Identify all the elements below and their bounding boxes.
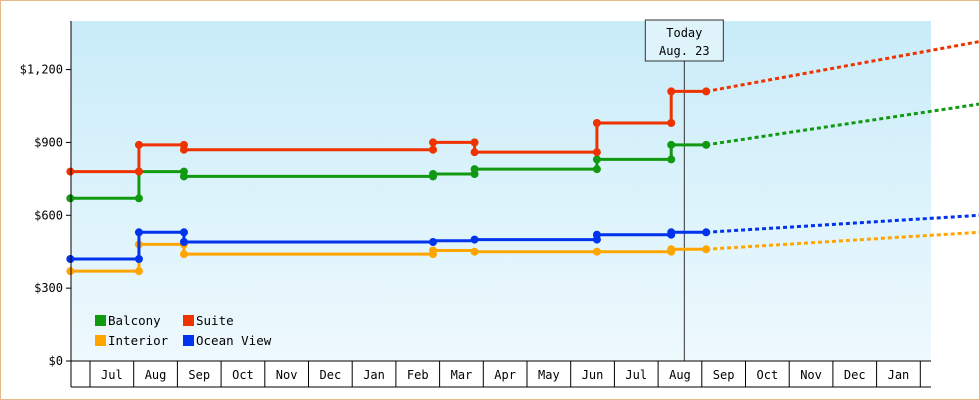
month-label: Jun <box>582 368 604 382</box>
data-point-interior <box>702 245 711 254</box>
data-point-suite <box>429 145 438 154</box>
data-point-interior <box>470 247 479 256</box>
data-point-interior <box>592 247 601 256</box>
series-ocean-view <box>66 213 979 263</box>
data-point-ocean-view <box>66 255 75 263</box>
y-tick-label: $1,200 <box>20 63 63 77</box>
data-point-balcony <box>702 140 711 149</box>
data-point-ocean-view <box>134 255 143 263</box>
legend-swatch-suite <box>183 315 194 326</box>
axes: $0 $300 $600 $900 $1,200 <box>20 21 931 388</box>
month-label: Apr <box>494 368 516 382</box>
data-point-suite <box>179 145 188 154</box>
data-point-balcony <box>592 155 601 164</box>
month-label: Oct <box>232 368 254 382</box>
data-point-balcony <box>179 172 188 181</box>
legend-swatch-ocean-view <box>183 335 194 346</box>
y-tick-label: $0 <box>49 354 63 368</box>
data-point-interior <box>66 267 75 276</box>
month-label: Nov <box>800 368 822 382</box>
data-point-suite <box>134 167 143 176</box>
series-balcony <box>66 102 979 203</box>
series-line-suite <box>70 89 707 174</box>
plot-background <box>71 21 931 361</box>
data-point-suite <box>134 140 143 149</box>
data-point-balcony <box>429 170 438 178</box>
data-point-interior <box>179 250 188 259</box>
series-line-balcony <box>70 143 707 200</box>
series-suite <box>66 40 979 176</box>
month-label: Aug <box>669 368 691 382</box>
y-tick-label: $600 <box>34 208 63 222</box>
y-tick-label: $900 <box>34 135 63 149</box>
month-label: Feb <box>407 368 429 382</box>
data-point-balcony <box>667 155 676 164</box>
data-point-suite <box>66 167 75 176</box>
data-point-ocean-view <box>470 235 479 244</box>
data-point-ocean-view <box>702 228 711 237</box>
month-label: Jan <box>888 368 910 382</box>
data-point-suite <box>592 148 601 157</box>
today-date: Aug. 23 <box>659 44 710 58</box>
month-label: Jan <box>363 368 385 382</box>
data-point-interior <box>667 245 676 254</box>
month-label: Dec <box>320 368 342 382</box>
data-point-balcony <box>134 194 143 203</box>
data-point-suite <box>702 87 711 96</box>
data-point-ocean-view <box>429 238 438 246</box>
legend-label-ocean-view: Ocean View <box>196 333 272 348</box>
month-label: Sep <box>713 368 735 382</box>
legend-swatch-interior <box>95 335 106 346</box>
legend-swatch-balcony <box>95 315 106 326</box>
data-point-suite <box>470 148 479 157</box>
today-label: Today <box>666 26 702 40</box>
data-point-ocean-view <box>179 228 188 237</box>
today-marker: Today Aug. 23 <box>644 19 724 361</box>
data-point-ocean-view <box>592 230 601 239</box>
data-point-balcony <box>470 165 479 174</box>
data-point-balcony <box>592 165 601 174</box>
month-label: May <box>538 368 560 382</box>
today-label-box <box>644 19 724 62</box>
data-point-interior <box>134 267 143 276</box>
data-point-suite <box>429 138 438 147</box>
data-point-ocean-view <box>179 238 188 246</box>
forecast-line-suite <box>705 40 979 93</box>
month-label: Jul <box>101 368 123 382</box>
forecast-line-balcony <box>705 102 979 147</box>
month-label: Nov <box>276 368 298 382</box>
data-point-suite <box>592 119 601 127</box>
month-label: Jul <box>625 368 647 382</box>
data-point-suite <box>667 119 676 127</box>
legend-label-balcony: Balcony <box>108 313 161 328</box>
data-point-ocean-view <box>667 228 676 237</box>
data-point-balcony <box>667 140 676 149</box>
month-label: Dec <box>844 368 866 382</box>
month-label: Mar <box>451 368 473 382</box>
data-point-suite <box>470 138 479 147</box>
data-point-interior <box>429 246 438 255</box>
series-layer <box>66 40 979 276</box>
legend-label-interior: Interior <box>108 333 169 348</box>
month-label: Oct <box>757 368 779 382</box>
data-point-suite <box>667 87 676 96</box>
month-label: Aug <box>145 368 167 382</box>
month-label: Sep <box>188 368 210 382</box>
legend: Balcony Suite Interior Ocean View <box>95 313 272 348</box>
data-point-ocean-view <box>134 228 143 237</box>
legend-label-suite: Suite <box>196 313 234 328</box>
y-tick-label: $300 <box>34 281 63 295</box>
x-axis-ticks: Jul Aug Sep Oct Nov Dec Jan Feb Mar Apr May Jun Jul A… <box>89 361 921 387</box>
series-line-ocean-view <box>70 230 707 261</box>
data-point-balcony <box>66 194 75 203</box>
